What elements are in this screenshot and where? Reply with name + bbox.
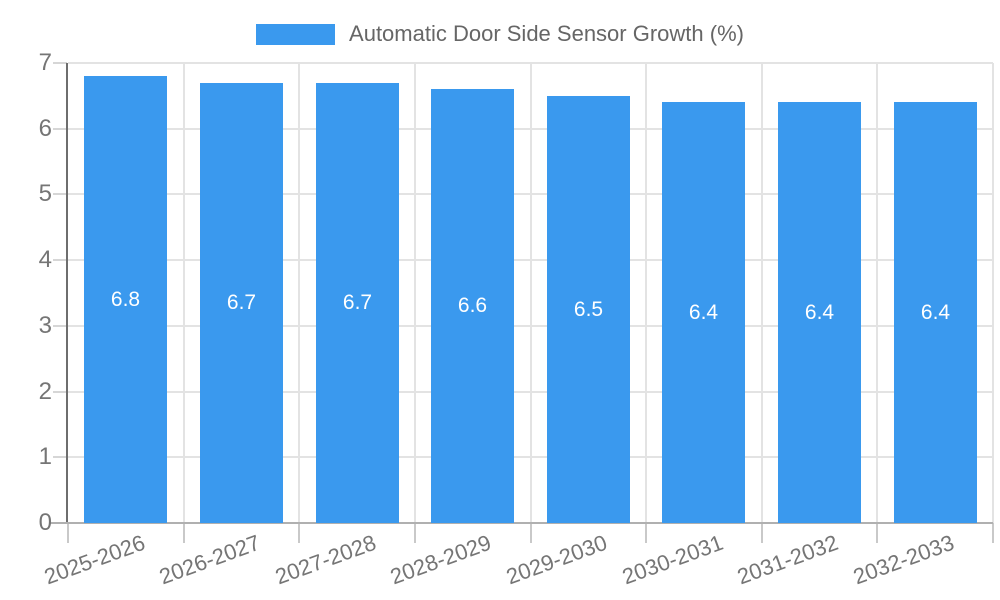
y-tick-label: 5 <box>38 180 52 207</box>
gridline-vertical <box>414 63 416 523</box>
bar: 6.6 <box>431 89 514 523</box>
bar-value-label: 6.4 <box>920 300 951 324</box>
y-tick-mark <box>53 456 67 458</box>
y-tick-label: 0 <box>38 509 52 536</box>
x-tick-label: 2030-2031 <box>618 529 727 590</box>
bar: 6.7 <box>316 83 399 523</box>
y-tick-mark <box>53 259 67 261</box>
x-tick-mark <box>414 523 416 543</box>
x-tick-label: 2025-2026 <box>40 529 148 590</box>
y-tick-label: 4 <box>38 246 52 273</box>
x-tick-label: 2028-2029 <box>387 529 495 590</box>
x-tick-mark <box>67 523 69 543</box>
y-tick-label: 2 <box>38 378 52 405</box>
x-tick-mark <box>992 523 994 543</box>
y-tick-mark <box>53 128 67 130</box>
x-tick-mark <box>183 523 185 543</box>
y-tick-mark <box>53 391 67 393</box>
gridline-vertical <box>876 63 878 523</box>
gridline-vertical <box>645 63 647 523</box>
y-tick-mark <box>53 193 67 195</box>
bar-value-label: 6.7 <box>342 291 373 314</box>
gridline-vertical <box>298 63 300 523</box>
legend-label: Automatic Door Side Sensor Growth (%) <box>349 21 744 46</box>
bar-value-label: 6.6 <box>457 294 488 317</box>
x-tick-mark <box>530 523 532 543</box>
y-tick-label: 1 <box>38 443 52 470</box>
x-tick-label: 2029-2030 <box>502 529 611 590</box>
bar: 6.8 <box>84 76 167 523</box>
y-tick-mark <box>53 62 67 64</box>
y-tick-mark <box>53 325 67 327</box>
x-tick-label: 2026-2027 <box>156 529 264 590</box>
bar-value-label: 6.5 <box>573 297 604 321</box>
bar-value-label: 6.8 <box>110 287 141 311</box>
legend-swatch <box>256 23 336 45</box>
gridline-vertical <box>761 63 763 523</box>
x-tick-mark <box>645 523 647 543</box>
bar-value-label: 6.4 <box>804 300 835 324</box>
bar-value-label: 6.4 <box>688 300 719 324</box>
x-axis-line <box>50 522 993 524</box>
y-tick-label: 3 <box>38 312 52 339</box>
legend: Automatic Door Side Sensor Growth (%) <box>0 21 1000 47</box>
legend-item[interactable]: Automatic Door Side Sensor Growth (%) <box>256 21 744 47</box>
gridline-vertical <box>183 63 185 523</box>
bar: 6.7 <box>200 83 283 523</box>
x-tick-mark <box>761 523 763 543</box>
x-tick-label: 2031-2032 <box>734 529 842 590</box>
x-tick-label: 2027-2028 <box>271 529 380 590</box>
x-tick-label: 2032-2033 <box>849 529 958 590</box>
x-tick-mark <box>298 523 300 543</box>
bar-value-label: 6.7 <box>226 291 257 314</box>
bar: 6.4 <box>778 102 861 523</box>
gridline-vertical <box>992 63 994 523</box>
y-axis-line <box>66 63 68 523</box>
gridline-vertical <box>530 63 532 523</box>
bar: 6.4 <box>662 102 745 523</box>
bar: 6.5 <box>547 96 630 523</box>
bar: 6.4 <box>894 102 977 523</box>
y-tick-label: 7 <box>38 49 52 76</box>
y-tick-label: 6 <box>38 115 52 142</box>
x-tick-mark <box>876 523 878 543</box>
